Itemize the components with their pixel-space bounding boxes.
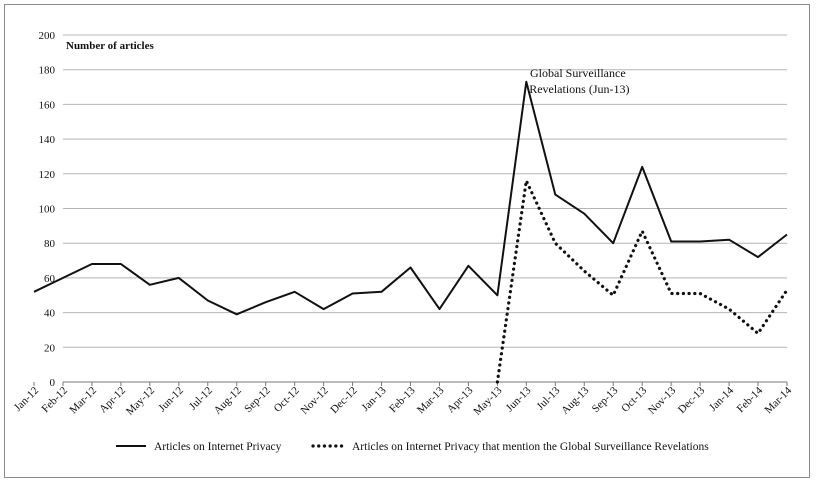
y-tick-label: 40 [44,308,56,320]
x-tick-label: Mar-14 [762,384,794,416]
y-tick-label: 140 [39,134,56,146]
x-tick-label: Apr-12 [97,385,128,416]
y-tick-label: 0 [50,377,56,389]
y-tick-label: 100 [39,204,56,216]
y-tick-label: 60 [44,273,56,285]
annotation-line-2: Revelations (Jun-13) [529,82,629,96]
x-tick-label: Apr-13 [445,384,476,415]
y-tick-label: 20 [44,342,56,354]
x-tick-label: Sep-13 [590,384,621,415]
y-tick-label: 160 [39,99,56,111]
x-tick-label: Jan-14 [707,384,737,414]
y-tick-label: 200 [39,30,56,42]
x-tick-label: Mar-13 [415,384,447,416]
gridlines [63,34,787,383]
y-axis-label: Number of articles [66,40,154,52]
x-tick-label: Dec-12 [328,385,359,416]
legend-label-internet-privacy: Articles on Internet Privacy [154,441,282,453]
x-tick-label: Aug-13 [559,384,592,417]
x-tick-label: Jan-13 [359,384,389,414]
annotation-line-1: Global Surveillance [530,66,626,80]
x-tick-label: Feb-13 [387,384,418,415]
y-tick-label: 80 [44,238,56,250]
x-tick-label: Feb-14 [735,384,766,415]
series-line-internet-privacy [33,80,788,316]
x-tick-label: Oct-12 [272,385,302,415]
annotation-global-surveillance: Global Surveillance Revelations (Jun-13) [529,66,629,96]
x-tick-label: Sep-12 [242,385,273,416]
x-tick-label: Dec-13 [676,384,708,416]
x-tick-label: Jun-12 [156,385,186,415]
series-line-surveillance-mentions [495,179,789,384]
x-tick-label: Mar-12 [67,385,99,417]
legend-label-surveillance-mentions: Articles on Internet Privacy that mentio… [352,441,709,453]
x-tick-label: Nov-13 [646,384,679,417]
x-tick-label: Oct-13 [619,384,649,414]
y-tick-label: 180 [39,65,56,77]
x-tick-label: May-13 [471,384,504,417]
y-tick-label: 120 [39,169,56,181]
x-tick-label: Jan-12 [12,385,41,414]
y-axis-ticks: 0 20 40 60 80 100 120 140 160 180 200 [39,30,56,389]
legend: Articles on Internet Privacy Articles on… [116,441,709,453]
x-tick-label: Nov-12 [298,385,330,417]
x-tick-label: Feb-12 [40,385,71,416]
x-tick-label: May-12 [124,385,157,418]
x-tick-label: Jun-13 [504,384,534,414]
x-tick-label: Aug-12 [212,385,244,417]
series-layer [33,80,789,384]
